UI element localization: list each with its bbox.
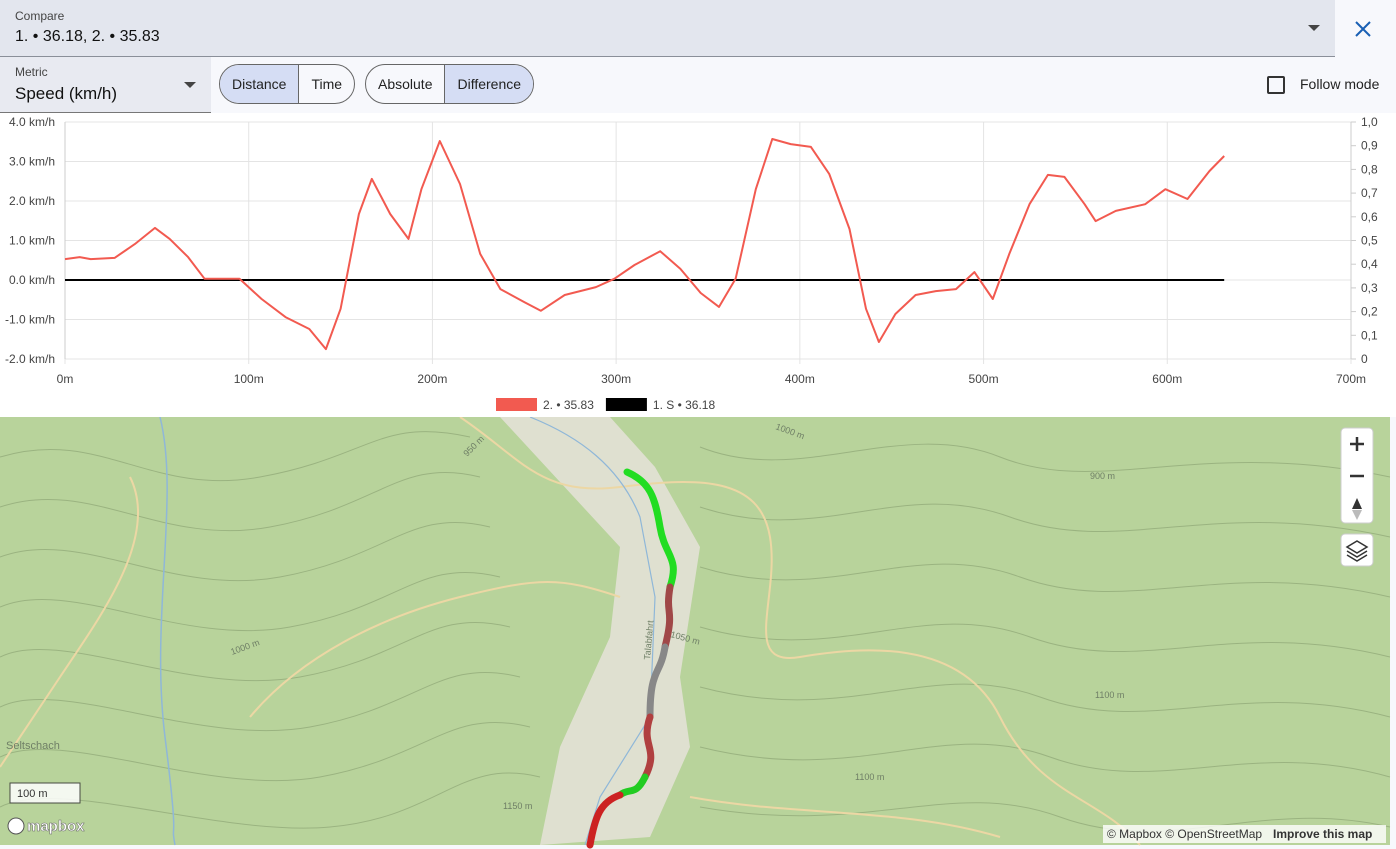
follow-checkbox[interactable] — [1267, 76, 1285, 94]
metric-label: Metric — [15, 65, 48, 79]
map-label: 900 m — [1090, 471, 1115, 481]
y2-tick-label: 0,2 — [1361, 305, 1378, 319]
compare-label: Compare — [15, 9, 65, 23]
y2-tick-label: 0,5 — [1361, 234, 1378, 248]
close-button[interactable] — [1354, 20, 1372, 38]
legend-label: 1. S • 36.18 — [653, 398, 716, 412]
x-tick-label: 200m — [417, 372, 447, 386]
y-tick-label: -2.0 km/h — [5, 352, 55, 366]
x-tick-label: 500m — [969, 372, 999, 386]
y-tick-label: -1.0 km/h — [5, 313, 55, 327]
layers-button[interactable] — [1340, 533, 1374, 567]
dropdown-arrow — [184, 82, 196, 88]
legend-swatch — [605, 398, 647, 411]
contours — [0, 431, 1391, 832]
series-line — [64, 138, 1225, 351]
y2-tick-label: 0,8 — [1361, 162, 1378, 176]
toggle-absolute[interactable]: Absolute — [378, 76, 433, 92]
y-tick-label: 1.0 km/h — [9, 234, 55, 248]
x-tick-label: 700m — [1336, 372, 1366, 386]
metric-select[interactable]: Metric Speed (km/h) — [0, 57, 211, 113]
toggle-time[interactable]: Time — [298, 65, 354, 103]
x-tick-label: 300m — [601, 372, 631, 386]
y-tick-label: 4.0 km/h — [9, 115, 55, 129]
map-label: 1100 m — [1095, 690, 1124, 700]
dropdown-arrow — [1308, 25, 1320, 31]
improve-map[interactable]: Improve this map — [1273, 827, 1372, 841]
metric-value: Speed (km/h) — [15, 84, 118, 103]
lift — [529, 417, 656, 846]
chart: -2.0 km/h -1.0 km/h 0.0 km/h 1.0 km/h 2.0 km… — [0, 113, 1396, 417]
x-tick-label: 600m — [1152, 372, 1182, 386]
x-tick-label: 100m — [234, 372, 264, 386]
map[interactable]: 100 m mapbox © Mapbox © OpenStreetMap Im… — [0, 417, 1396, 849]
y2-tick-label: 0,3 — [1361, 281, 1378, 295]
map-controls — [1340, 427, 1374, 567]
follow-label: Follow mode — [1300, 76, 1380, 92]
y2-tick-label: 0 — [1361, 352, 1368, 366]
legend-swatch — [496, 398, 537, 411]
mapbox-icon — [7, 817, 25, 835]
toggle-distance[interactable]: Distance — [220, 65, 299, 103]
compare-select[interactable]: Compare 1. • 36.18, 2. • 35.83 — [0, 0, 1335, 57]
x-tick-label: 400m — [785, 372, 815, 386]
y-mode-toggle: Absolute Difference — [365, 64, 535, 104]
map-background — [0, 417, 1390, 845]
roads — [0, 417, 1141, 846]
y2-tick-label: 1,0 — [1361, 115, 1378, 129]
route — [586, 468, 677, 849]
y-tick-label: 3.0 km/h — [9, 155, 55, 169]
map-label: Seltschach — [6, 740, 60, 752]
scale-label: 100 m — [17, 788, 48, 800]
x-tick-label: 0m — [57, 372, 74, 386]
y2-tick-label: 0,1 — [1361, 328, 1378, 342]
mapbox-logo[interactable]: mapbox — [27, 818, 86, 836]
scale-bar — [9, 782, 81, 804]
attribution-bg — [1103, 825, 1386, 843]
attribution[interactable]: © Mapbox © OpenStreetMap — [1107, 827, 1262, 841]
y-tick-label: 0.0 km/h — [9, 273, 55, 287]
y2-tick-label: 0,7 — [1361, 186, 1378, 200]
x-mode-toggle: Distance Time — [219, 64, 356, 104]
toggle-difference[interactable]: Difference — [444, 65, 534, 103]
stream — [159, 417, 176, 846]
y-tick-label: 2.0 km/h — [9, 194, 55, 208]
y2-tick-label: 0,6 — [1361, 210, 1378, 224]
compare-value: 1. • 36.18, 2. • 35.83 — [15, 28, 160, 45]
map-label: 1150 m — [503, 801, 532, 811]
y2-tick-label: 0,9 — [1361, 139, 1378, 153]
y2-tick-label: 0,4 — [1361, 257, 1378, 271]
legend-label: 2. • 35.83 — [543, 398, 594, 412]
map-label: Talabfahrt — [642, 619, 655, 660]
map-label: 1100 m — [855, 772, 884, 782]
